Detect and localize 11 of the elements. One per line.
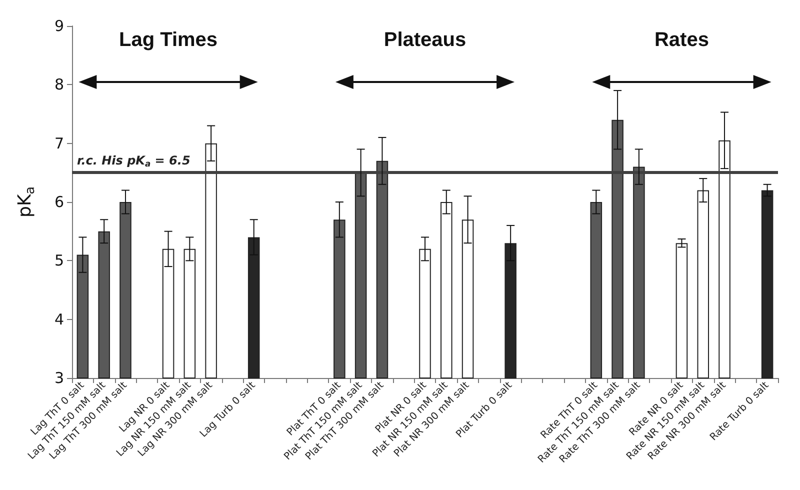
y-tick-label: 5 (54, 252, 64, 270)
y-tick-label: 6 (54, 193, 64, 211)
annotation: Plateaus (384, 29, 466, 51)
annotation: Lag Times (118, 29, 218, 51)
y-tick-label: 7 (54, 134, 64, 152)
y-tick-label: 4 (54, 310, 64, 328)
annotation: Rates (654, 29, 709, 51)
y-tick-label: 9 (54, 17, 64, 35)
y-tick-label: 8 (54, 76, 64, 94)
y-axis-title: pKa (14, 186, 37, 218)
y-tick-label: 3 (54, 369, 64, 387)
